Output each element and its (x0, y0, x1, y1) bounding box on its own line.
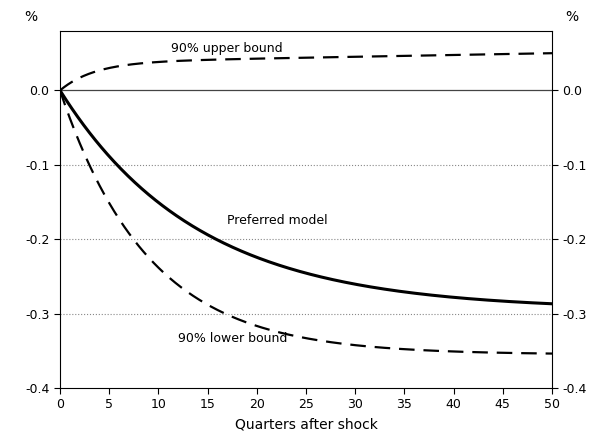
Text: 90% lower bound: 90% lower bound (178, 332, 287, 345)
X-axis label: Quarters after shock: Quarters after shock (235, 417, 377, 431)
Text: %: % (24, 10, 37, 24)
Text: Preferred model: Preferred model (227, 214, 328, 227)
Text: 90% upper bound: 90% upper bound (172, 42, 283, 55)
Text: %: % (565, 10, 578, 24)
